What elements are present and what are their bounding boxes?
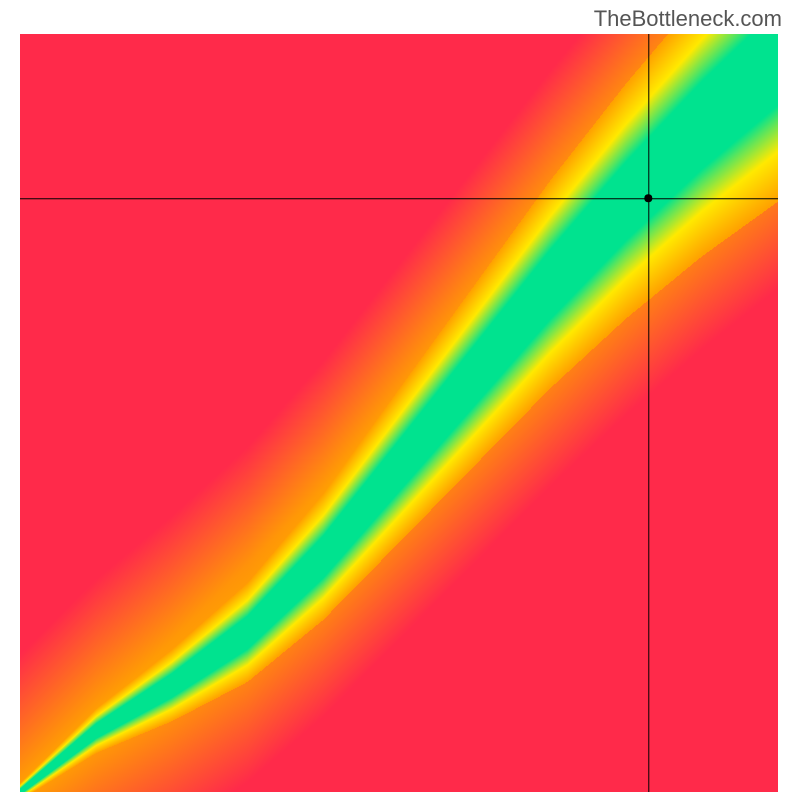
heatmap-plot (20, 34, 778, 792)
watermark-text: TheBottleneck.com (594, 6, 782, 32)
heatmap-canvas (20, 34, 778, 792)
chart-container: TheBottleneck.com (0, 0, 800, 800)
